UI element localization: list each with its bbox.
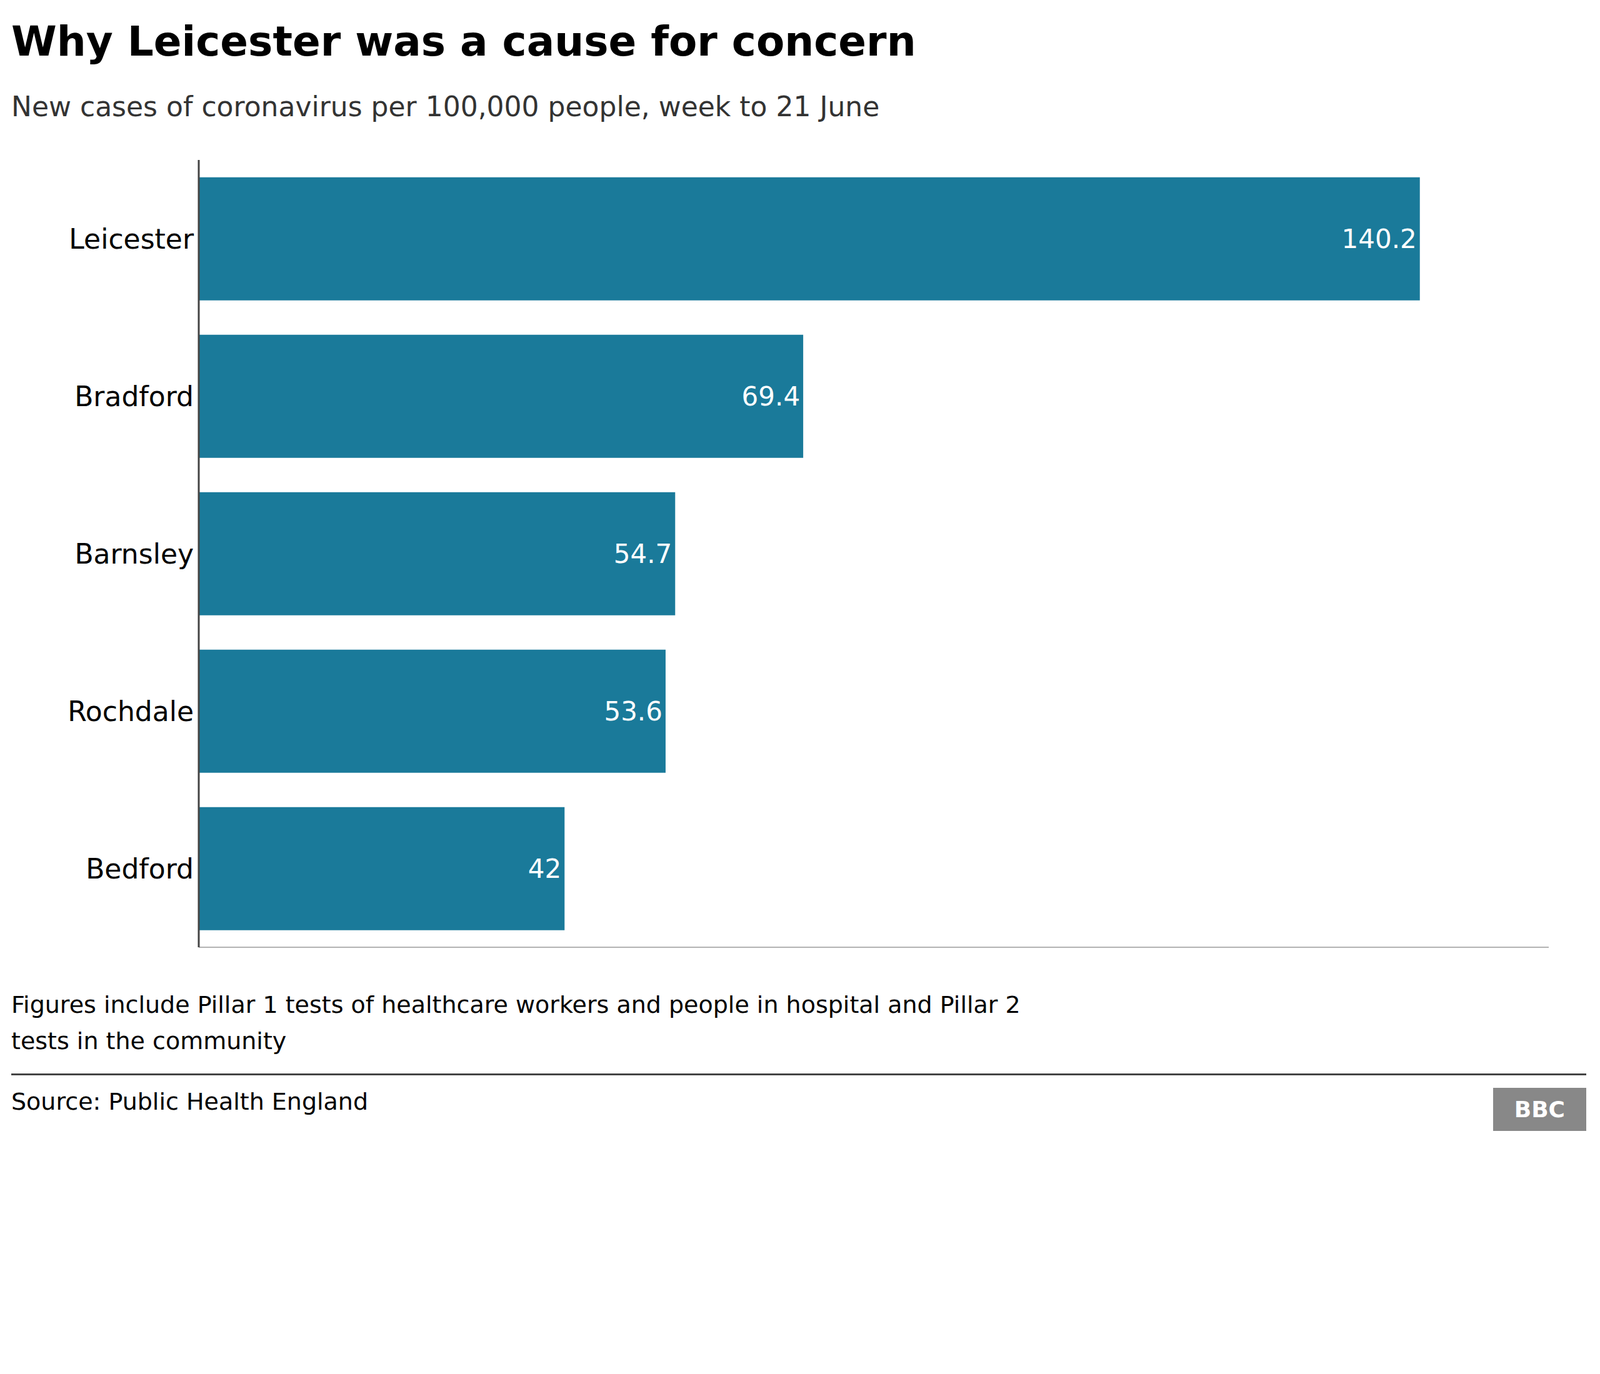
svg-text:Bedford: Bedford [85, 853, 194, 885]
svg-text:69.4: 69.4 [741, 381, 801, 412]
html-text:tests in the community: tests in the community [11, 1027, 287, 1055]
html-text:Figures include Pillar 1 tests: Figures include Pillar 1 tests of health… [11, 991, 1021, 1019]
html-text:New cases of coronavirus per 1: New cases of coronavirus per 100,000 peo… [11, 90, 880, 123]
svg-text:42: 42 [528, 853, 562, 885]
html-text:Source: Public Health England: Source: Public Health England [11, 1088, 369, 1116]
svg-text:54.7: 54.7 [613, 538, 673, 570]
svg-text:Rochdale: Rochdale [67, 695, 194, 728]
svg-text:Bradford: Bradford [74, 380, 194, 413]
svg-text:140.2: 140.2 [1341, 223, 1417, 255]
svg-text:Leicester: Leicester [68, 223, 195, 255]
svg-text:Barnsley: Barnsley [74, 538, 194, 570]
svg-text:53.6: 53.6 [603, 696, 663, 727]
html-text:BBC: BBC [1514, 1096, 1565, 1123]
html-text:Why Leicester was a cause for: Why Leicester was a cause for concern [11, 17, 917, 66]
